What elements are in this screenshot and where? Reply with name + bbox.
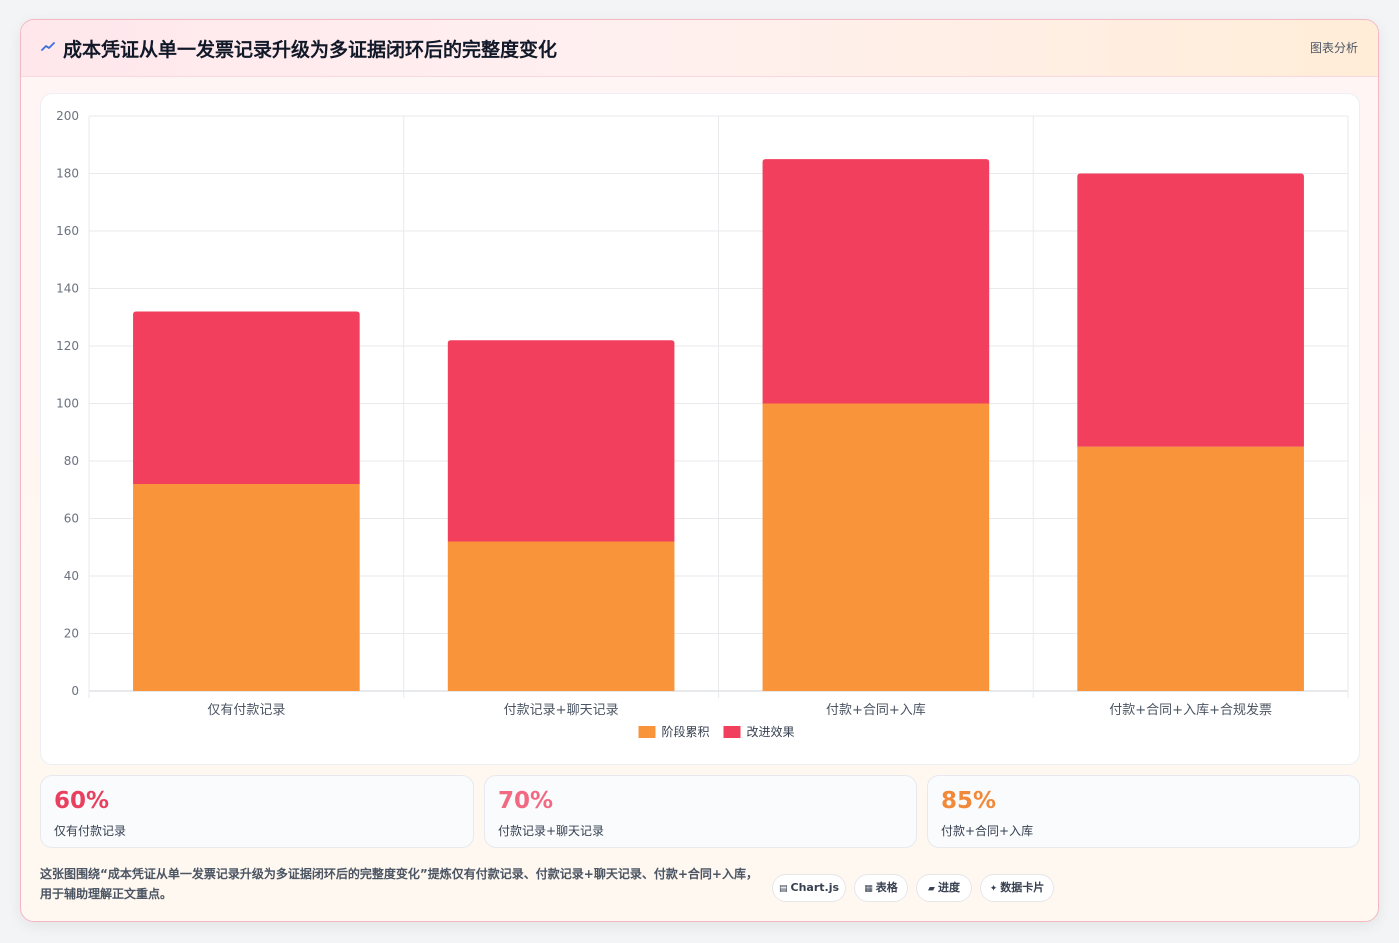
chart-card: 成本凭证从单一发票记录升级为多证据闭环后的完整度变化 图表分析 0 20 40 60 8… — [20, 19, 1379, 922]
chip-data-card[interactable]: ✦ 数据卡片 — [980, 874, 1054, 902]
sparkline-icon — [41, 42, 55, 51]
x-tick-label: 付款+合同+入库+合规发票 — [1109, 702, 1272, 718]
stat-value: 60% — [54, 788, 110, 814]
chart-panel: 0 20 40 60 80 100 120 140 160 180 200 仅有付款记录 付款记录+聊天… — [40, 93, 1360, 765]
x-tick-label: 付款记录+聊天记录 — [504, 703, 619, 718]
bar-segment-阶段累积 — [1077, 446, 1304, 691]
stat-card-2: 85% 付款+合同+入库 — [927, 775, 1360, 848]
chart-analysis-tag: 图表分析 — [1309, 41, 1358, 55]
bar-segment-阶段累积 — [762, 403, 990, 691]
bar-segment-阶段累积 — [447, 541, 675, 691]
stat-label: 付款+合同+入库 — [941, 824, 1034, 838]
bar-segment-改进效果 — [762, 159, 990, 404]
stat-value: 70% — [498, 788, 554, 814]
y-tick-label: 40 — [64, 569, 79, 583]
chart-description: 这张图围绕“成本凭证从单一发票记录升级为多证据闭环后的完整度变化”提炼仅有付款记… — [40, 867, 758, 901]
legend-label: 阶段累积 — [662, 724, 710, 739]
bar-chart-icon: ▤ — [778, 884, 788, 894]
stat-value: 85% — [941, 788, 997, 814]
y-tick-label: 120 — [56, 339, 79, 353]
bar-segment-改进效果 — [133, 311, 360, 484]
legend-swatch — [723, 726, 741, 738]
y-tick-label: 100 — [56, 397, 79, 411]
x-tick-label: 仅有付款记录 — [207, 703, 285, 718]
stacked-bar-chart: 0 20 40 60 80 100 120 140 160 180 200 仅有付款记录 付款记录+聊天… — [56, 109, 1349, 739]
table-icon: ▦ — [864, 884, 873, 894]
chart-title: 成本凭证从单一发票记录升级为多证据闭环后的完整度变化 — [63, 39, 558, 61]
stat-label: 付款记录+聊天记录 — [498, 824, 605, 838]
y-tick-label: 200 — [56, 109, 79, 123]
stat-label: 仅有付款记录 — [54, 824, 127, 838]
bar-segment-阶段累积 — [133, 484, 360, 691]
y-tick-label: 160 — [56, 224, 79, 238]
stat-card-0: 60% 仅有付款记录 — [40, 775, 474, 848]
bar-segment-改进效果 — [447, 340, 675, 542]
progress-icon: ▰ — [928, 884, 935, 894]
y-tick-label: 180 — [56, 167, 79, 181]
y-tick-label: 140 — [56, 282, 79, 296]
y-tick-label: 80 — [64, 454, 79, 468]
chip-chartjs[interactable]: ▤ Chart.js — [772, 874, 846, 902]
sparkle-icon: ✦ — [989, 884, 998, 894]
chip-progress[interactable]: ▰ 进度 — [916, 874, 972, 902]
y-tick-label: 0 — [71, 684, 79, 698]
legend-label: 改进效果 — [747, 724, 795, 739]
bar-segment-改进效果 — [1077, 173, 1304, 447]
x-tick-label: 付款+合同+入库 — [826, 702, 926, 718]
chip-table[interactable]: ▦ 表格 — [854, 874, 908, 902]
y-tick-label: 60 — [64, 512, 79, 526]
y-tick-label: 20 — [64, 627, 79, 641]
stat-card-1: 70% 付款记录+聊天记录 — [484, 775, 917, 848]
legend-swatch — [638, 726, 656, 738]
card-header: 成本凭证从单一发票记录升级为多证据闭环后的完整度变化 图表分析 — [21, 20, 1378, 77]
